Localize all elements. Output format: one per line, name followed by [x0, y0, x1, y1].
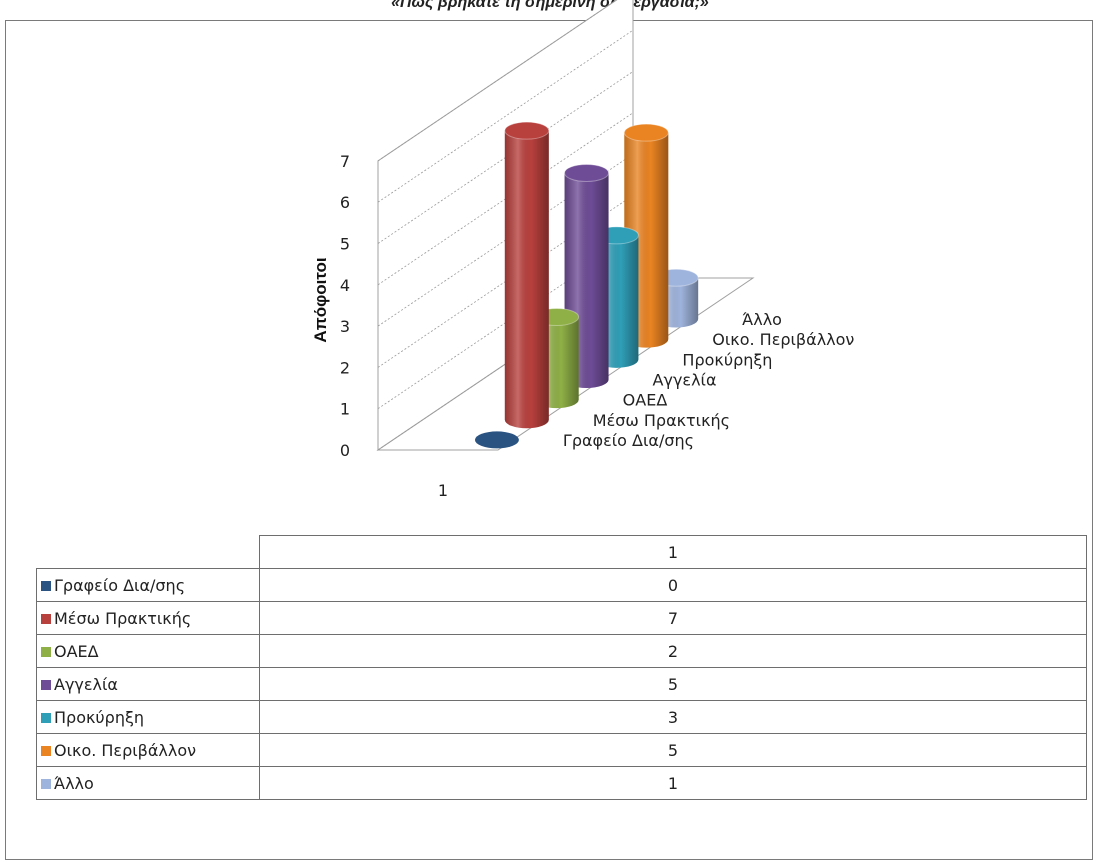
series-name: Προκύρηξη — [54, 707, 145, 727]
series-name: Άλλο — [54, 773, 94, 793]
series-name: Μέσω Πρακτικής — [54, 608, 192, 628]
depth-axis-label: ΟΑΕΔ — [623, 391, 668, 410]
data-table-header-row: 1 — [36, 535, 1087, 569]
series-value-cell: 1 — [259, 766, 1087, 800]
legend-swatch — [41, 712, 51, 723]
series-value-cell: 5 — [259, 667, 1087, 701]
depth-axis-label: Γραφείο Δια/σης — [563, 431, 694, 450]
depth-axis-label: Οικο. Περιβάλλον — [712, 330, 854, 349]
depth-axis-label: Άλλο — [742, 310, 782, 329]
data-table-row: Μέσω Πρακτικής 7 — [36, 601, 1087, 635]
series-value-cell: 3 — [259, 700, 1087, 734]
series-name-cell: Οικο. Περιβάλλον — [36, 733, 260, 767]
legend-swatch — [41, 778, 51, 789]
bar-2 — [504, 121, 550, 429]
series-name-cell: Προκύρηξη — [36, 700, 260, 734]
bar-top — [564, 163, 610, 182]
x-axis-category-label: 1 — [438, 481, 448, 500]
bar-base — [474, 431, 519, 449]
series-value-cell: 0 — [259, 568, 1087, 602]
gridline — [377, 29, 634, 203]
data-table-row: Αγγελία 5 — [36, 667, 1087, 701]
series-name: ΟΑΕΔ — [54, 641, 99, 661]
legend-swatch — [41, 679, 51, 690]
series-name-cell: Άλλο — [36, 766, 260, 800]
y-tick-label: 7 — [340, 152, 350, 171]
series-value-cell: 5 — [259, 733, 1087, 767]
bar-top — [623, 123, 669, 142]
y-axis-label: Απόφοιτοι — [311, 257, 330, 342]
series-name-cell: Αγγελία — [36, 667, 260, 701]
series-name: Αγγελία — [54, 674, 118, 694]
bar-1 — [474, 431, 519, 449]
series-value-cell: 7 — [259, 601, 1087, 635]
y-tick-label: 2 — [340, 358, 350, 377]
chart-title: «Πώς βρήκατε τη σημερινή σας εργασία;» — [391, 0, 709, 11]
bar-shading — [504, 130, 549, 429]
series-name-cell: Μέσω Πρακτικής — [36, 601, 260, 635]
series-name-cell: Γραφείο Δια/σης — [36, 568, 260, 602]
series-value-cell: 2 — [259, 634, 1087, 668]
data-table-row: Οικο. Περιβάλλον 5 — [36, 733, 1087, 767]
y-tick-label: 1 — [340, 400, 350, 419]
y-tick-label: 3 — [340, 317, 350, 336]
series-name: Γραφείο Δια/σης — [54, 575, 186, 595]
legend-swatch — [41, 613, 51, 624]
data-table: 1 Γραφείο Δια/σης 0 Μέσω Πρακτικής 7 ΟΑΕΔ 2 Αγ… — [36, 535, 1087, 800]
data-table-row: Άλλο 1 — [36, 766, 1087, 800]
depth-axis-label: Μέσω Πρακτικής — [593, 411, 730, 430]
legend-swatch — [41, 646, 51, 657]
y-tick-label: 0 — [340, 441, 350, 460]
gridline — [377, 0, 618, 162]
data-table-row: Γραφείο Δια/σης 0 — [36, 568, 1087, 602]
y-tick-label: 4 — [340, 276, 350, 295]
data-table-header: 1 — [259, 535, 1087, 569]
bar-top — [504, 121, 550, 140]
series-name-cell: ΟΑΕΔ — [36, 634, 260, 668]
series-name: Οικο. Περιβάλλον — [54, 740, 197, 760]
bars — [474, 121, 699, 449]
data-table-row: ΟΑΕΔ 2 — [36, 634, 1087, 668]
data-table-row: Προκύρηξη 3 — [36, 700, 1087, 734]
y-axis-ticks: 0 1 2 3 4 5 6 7 — [340, 152, 350, 460]
data-table-corner — [36, 535, 260, 569]
legend-swatch — [41, 745, 51, 756]
y-tick-label: 6 — [340, 193, 350, 212]
y-tick-label: 5 — [340, 235, 350, 254]
depth-axis-label: Αγγελία — [653, 370, 717, 389]
depth-axis-label: Προκύρηξη — [682, 350, 772, 369]
legend-swatch — [41, 580, 51, 591]
